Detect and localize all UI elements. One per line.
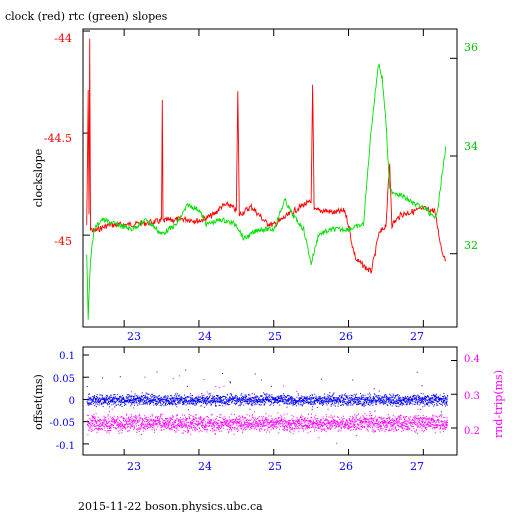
bottom-xtick-3: 26 [339,460,353,473]
bottom-series [86,369,449,444]
top-ytick-right-2: 32 [464,239,478,252]
top-xtick-0: 23 [127,330,141,343]
scatter-rnd-trip [86,375,449,444]
top-plot-frame [82,28,458,328]
bottom-ytick-left-2: 0 [69,396,75,407]
series-line-rtc [86,63,447,320]
bottom-ylabel-right: rnd-trip(ms) [492,370,505,438]
bottom-ytick-right-0: 0.4 [464,354,480,365]
scatter-offset [86,369,449,413]
bottom-ytick-right-1: 0.3 [464,391,480,402]
top-ytick-left-2: -45 [54,235,72,248]
bottom-ytick-left-4: -0.1 [56,441,75,452]
bottom-xtick-1: 24 [198,460,212,473]
top-series [86,38,447,320]
top-xtick-3: 26 [339,330,353,343]
top-ytick-right-0: 36 [464,41,478,54]
top-xtick-1: 24 [198,330,212,343]
bottom-ytick-left-3: -0.05 [49,418,75,429]
chart-title: clock (red) rtc (green) slopes [5,10,168,23]
top-ytick-right-1: 34 [464,140,478,153]
top-ytick-left-1: -44.5 [44,132,72,145]
bottom-ytick-right-2: 0.2 [464,426,480,437]
scatter-points-rnd-trip [86,375,449,444]
series-line-clock [86,38,447,274]
top-ylabel: clockslope [32,149,45,207]
bottom-plot-frame [82,346,458,456]
top-tick-marks [83,29,457,327]
bottom-ytick-left-0: 0.1 [59,351,75,362]
top-xtick-2: 25 [268,330,282,343]
bottom-xtick-4: 27 [410,460,424,473]
top-ytick-left-0: -44 [54,32,72,45]
bottom-ytick-left-1: 0.05 [53,374,75,385]
bottom-xtick-0: 23 [127,460,141,473]
top-xtick-4: 27 [410,330,424,343]
scatter-points-offset [86,369,449,413]
bottom-xtick-2: 25 [268,460,282,473]
bottom-ylabel-left: offset(ms) [32,374,45,430]
footer-text: 2015-11-22 boson.physics.ubc.ca [78,500,263,512]
